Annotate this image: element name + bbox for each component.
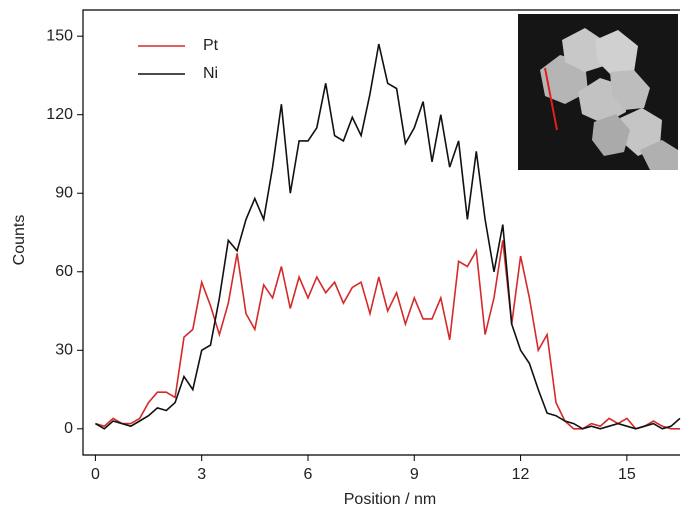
y-axis-label: Counts: [11, 215, 28, 266]
y-tick-label: 120: [46, 106, 73, 123]
x-tick-label: 0: [91, 466, 100, 483]
legend-label: Pt: [203, 37, 219, 54]
x-axis-label: Position / nm: [344, 491, 436, 508]
axis-frame: [82, 9, 680, 456]
x-tick-label: 9: [410, 466, 419, 483]
legend-label: Ni: [203, 65, 218, 82]
x-tick-label: 12: [512, 466, 530, 483]
x-tick-label: 3: [197, 466, 206, 483]
y-tick-label: 90: [55, 184, 73, 201]
x-tick-label: 15: [618, 466, 636, 483]
inset-image: [518, 14, 678, 170]
x-tick-label: 6: [304, 466, 313, 483]
y-tick-label: 60: [55, 263, 73, 280]
series-line: [94, 43, 681, 430]
series-line: [95, 240, 680, 430]
y-tick-label: 0: [64, 420, 73, 437]
y-tick-label: 150: [46, 27, 73, 44]
y-tick-label: 30: [55, 342, 73, 359]
